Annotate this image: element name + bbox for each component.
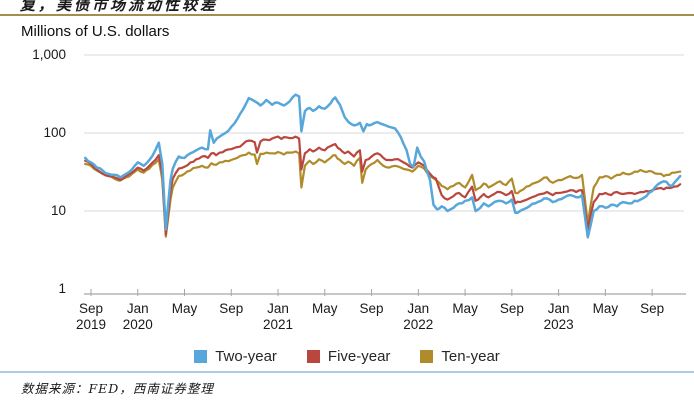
x-tick-label: May bbox=[171, 301, 198, 316]
x-tick-label: May bbox=[592, 301, 619, 316]
x-tick-label: Sep 2019 bbox=[75, 301, 107, 332]
x-tick-label: May bbox=[452, 301, 478, 316]
x-tick-label: Jan 2020 bbox=[122, 301, 153, 332]
ten-year-line bbox=[84, 150, 682, 238]
x-tick-label: Jan 2023 bbox=[543, 301, 574, 332]
legend-item-two-year: Two-year bbox=[194, 348, 277, 365]
y-axis-unit-label: Millions of U.S. dollars bbox=[21, 23, 170, 40]
blue-divider bbox=[0, 371, 694, 373]
gold-divider bbox=[0, 14, 694, 16]
legend-item-ten-year: Ten-year bbox=[420, 348, 500, 365]
x-tick-label: Jan 2022 bbox=[403, 301, 434, 332]
y-tick-label: 10 bbox=[50, 203, 66, 218]
x-tick-label: May bbox=[312, 301, 338, 316]
y-tick-label: 100 bbox=[43, 125, 66, 140]
report-title: 复，美债市场流动性较差 bbox=[20, 0, 219, 13]
x-tick-label: Sep bbox=[359, 301, 384, 316]
x-tick-label: Sep bbox=[640, 301, 665, 316]
report-title-clipped: 复，美债市场流动性较差 bbox=[20, 0, 218, 13]
legend-label: Two-year bbox=[215, 348, 277, 365]
x-tick-label: Jan 2021 bbox=[263, 301, 294, 332]
ten-year-swatch-icon bbox=[420, 350, 434, 363]
y-tick-label: 1 bbox=[58, 281, 66, 296]
five-year-swatch-icon bbox=[306, 350, 320, 363]
legend-item-five-year: Five-year bbox=[306, 348, 391, 365]
x-tick-label: Sep bbox=[499, 301, 524, 316]
y-tick-label: 1,000 bbox=[32, 47, 66, 62]
five-year-line bbox=[84, 135, 682, 236]
legend-label: Ten-year bbox=[441, 348, 500, 365]
data-source: 数据来源：FED，西南证券整理 bbox=[21, 381, 214, 396]
two-year-swatch-icon bbox=[194, 350, 208, 363]
two-year-line bbox=[83, 93, 682, 239]
legend-label: Five-year bbox=[327, 348, 391, 365]
legend: Two-year Five-year Ten-year bbox=[0, 348, 694, 365]
x-tick-label: Sep bbox=[219, 301, 244, 316]
